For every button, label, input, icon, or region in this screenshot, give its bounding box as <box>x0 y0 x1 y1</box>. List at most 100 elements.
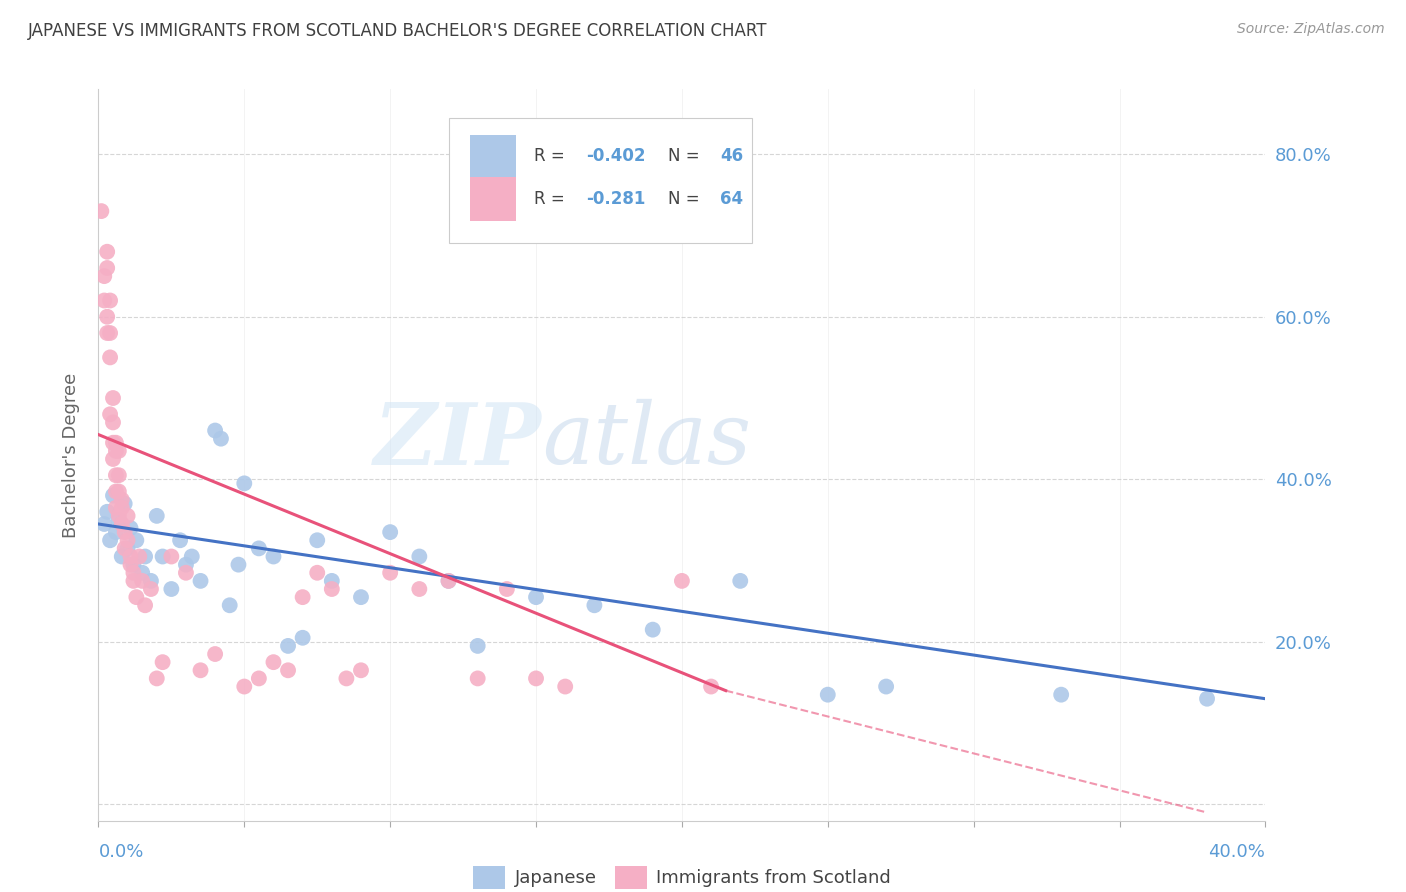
Point <box>108 443 131 458</box>
Text: ZIP: ZIP <box>374 399 541 482</box>
Text: JAPANESE VS IMMIGRANTS FROM SCOTLAND BACHELOR'S DEGREE CORRELATION CHART: JAPANESE VS IMMIGRANTS FROM SCOTLAND BAC… <box>28 22 768 40</box>
Point <box>437 574 460 588</box>
Point <box>111 549 134 564</box>
Point <box>139 574 162 588</box>
Point <box>101 452 124 467</box>
Point <box>277 663 299 677</box>
Point <box>104 435 127 450</box>
Point <box>408 549 430 564</box>
Point <box>139 582 162 596</box>
Point <box>350 663 373 677</box>
Point <box>378 525 402 540</box>
Point <box>108 513 131 527</box>
Point <box>307 566 329 580</box>
Point <box>204 647 226 661</box>
Text: R =: R = <box>534 147 569 166</box>
Point <box>174 566 197 580</box>
Point <box>131 566 153 580</box>
Point <box>117 508 139 523</box>
Point <box>190 574 212 588</box>
Text: R =: R = <box>534 190 569 208</box>
Point <box>218 599 240 613</box>
Point <box>583 599 606 613</box>
Point <box>728 574 751 588</box>
Point <box>98 533 121 548</box>
Point <box>131 574 153 588</box>
Point <box>495 582 517 596</box>
Point <box>134 599 156 613</box>
Point <box>169 533 191 548</box>
Text: Source: ZipAtlas.com: Source: ZipAtlas.com <box>1237 22 1385 37</box>
Point <box>122 566 145 580</box>
Point <box>437 574 460 588</box>
Point <box>101 489 124 503</box>
Bar <box>470 135 516 178</box>
Point <box>190 663 212 677</box>
Point <box>98 351 121 365</box>
Legend: Japanese, Immigrants from Scotland: Japanese, Immigrants from Scotland <box>465 859 898 892</box>
Point <box>209 432 232 446</box>
Point <box>152 655 174 669</box>
Point <box>467 639 489 653</box>
Point <box>108 484 131 499</box>
Point <box>114 541 136 556</box>
Point <box>122 574 145 588</box>
FancyBboxPatch shape <box>449 119 752 243</box>
Point <box>104 468 127 483</box>
Text: -0.402: -0.402 <box>586 147 645 166</box>
Point <box>101 416 124 430</box>
Point <box>111 500 134 515</box>
Point <box>817 688 839 702</box>
Point <box>262 655 284 669</box>
Point <box>321 582 343 596</box>
Point <box>120 549 142 564</box>
Point <box>104 525 127 540</box>
Point <box>554 680 576 694</box>
Point <box>114 497 136 511</box>
Text: 64: 64 <box>720 190 744 208</box>
Point <box>108 508 131 523</box>
Point <box>104 484 127 499</box>
Point <box>700 680 723 694</box>
Point <box>146 672 169 686</box>
Point <box>96 505 118 519</box>
Point <box>247 541 270 556</box>
Text: 0.0%: 0.0% <box>98 843 143 861</box>
Point <box>350 590 373 604</box>
Point <box>93 269 115 284</box>
Text: N =: N = <box>668 190 704 208</box>
Point <box>1195 691 1218 706</box>
Point <box>128 549 150 564</box>
Point <box>111 492 134 507</box>
Point <box>180 549 202 564</box>
Point <box>134 549 156 564</box>
Point <box>228 558 250 572</box>
Point <box>125 590 148 604</box>
Point <box>146 508 169 523</box>
Point <box>104 443 127 458</box>
Point <box>378 566 402 580</box>
Point <box>101 435 124 450</box>
Point <box>277 639 299 653</box>
Point <box>117 541 139 556</box>
Bar <box>470 177 516 221</box>
Text: 46: 46 <box>720 147 744 166</box>
Point <box>120 558 142 572</box>
Point <box>96 260 118 275</box>
Point <box>90 204 112 219</box>
Text: N =: N = <box>668 147 704 166</box>
Y-axis label: Bachelor's Degree: Bachelor's Degree <box>62 372 80 538</box>
Point <box>307 533 329 548</box>
Point <box>321 574 343 588</box>
Point <box>122 558 145 572</box>
Point <box>408 582 430 596</box>
Point <box>291 631 314 645</box>
Point <box>104 500 127 515</box>
Point <box>114 525 136 540</box>
Text: -0.281: -0.281 <box>586 190 645 208</box>
Point <box>152 549 174 564</box>
Point <box>111 516 134 531</box>
Point <box>233 680 256 694</box>
Point <box>524 672 547 686</box>
Point <box>467 672 489 686</box>
